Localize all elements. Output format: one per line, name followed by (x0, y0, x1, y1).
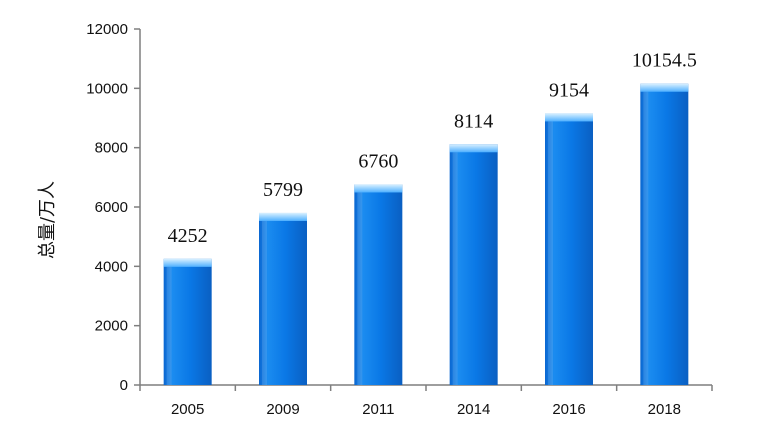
x-tick-label: 2018 (648, 401, 681, 418)
bar (545, 113, 593, 385)
bar-cap (449, 144, 498, 153)
y-tick-label: 8000 (95, 140, 128, 157)
value-label: 5799 (263, 179, 303, 201)
y-tick-label: 12000 (86, 21, 128, 38)
x-tick-label: 2016 (552, 401, 585, 418)
bar (259, 212, 307, 385)
bar (640, 83, 689, 386)
axes (139, 29, 712, 386)
bar-highlight (262, 220, 267, 385)
y-tick-label: 2000 (95, 318, 128, 335)
bar (449, 144, 498, 385)
y-ticks: 0 2000 4000 6000 8000 10000 12000 (86, 21, 140, 394)
bar-cap (545, 113, 593, 122)
bar-highlight (643, 91, 649, 386)
bar-body (163, 258, 212, 385)
bar-cap (354, 184, 403, 193)
y-tick-label: 10000 (86, 80, 128, 97)
y-tick-label: 4000 (95, 258, 128, 275)
value-label: 9154 (549, 79, 589, 101)
bar-highlight (166, 266, 172, 385)
value-label: 6760 (358, 150, 398, 172)
value-labels: 4252 5799 6760 8114 9154 10154.5 (168, 50, 697, 247)
bar-body (545, 113, 593, 385)
value-label: 10154.5 (632, 50, 697, 72)
bar-cap (259, 212, 307, 221)
x-ticks: 2005 2009 2011 2014 2016 2018 (139, 385, 713, 418)
bar (163, 258, 212, 385)
bar-body (449, 144, 498, 385)
y-tick-label: 0 (120, 377, 128, 394)
value-label: 8114 (454, 110, 493, 132)
bar-highlight (357, 192, 363, 385)
bar-highlight (452, 152, 458, 385)
bar-body (259, 212, 307, 385)
x-tick-label: 2011 (362, 401, 394, 418)
bar-cap (163, 258, 212, 267)
bars (163, 83, 689, 386)
bar-body (640, 83, 689, 386)
bar (354, 184, 403, 385)
x-tick-label: 2005 (171, 401, 204, 418)
bar-body (354, 184, 403, 385)
y-tick-label: 6000 (95, 199, 128, 216)
y-axis-title: 总量/万人 (37, 181, 58, 259)
x-tick-label: 2014 (457, 401, 490, 418)
x-tick-label: 2009 (266, 401, 299, 418)
value-label: 4252 (168, 225, 208, 247)
bar-highlight (548, 121, 553, 385)
bar-cap (640, 83, 689, 92)
